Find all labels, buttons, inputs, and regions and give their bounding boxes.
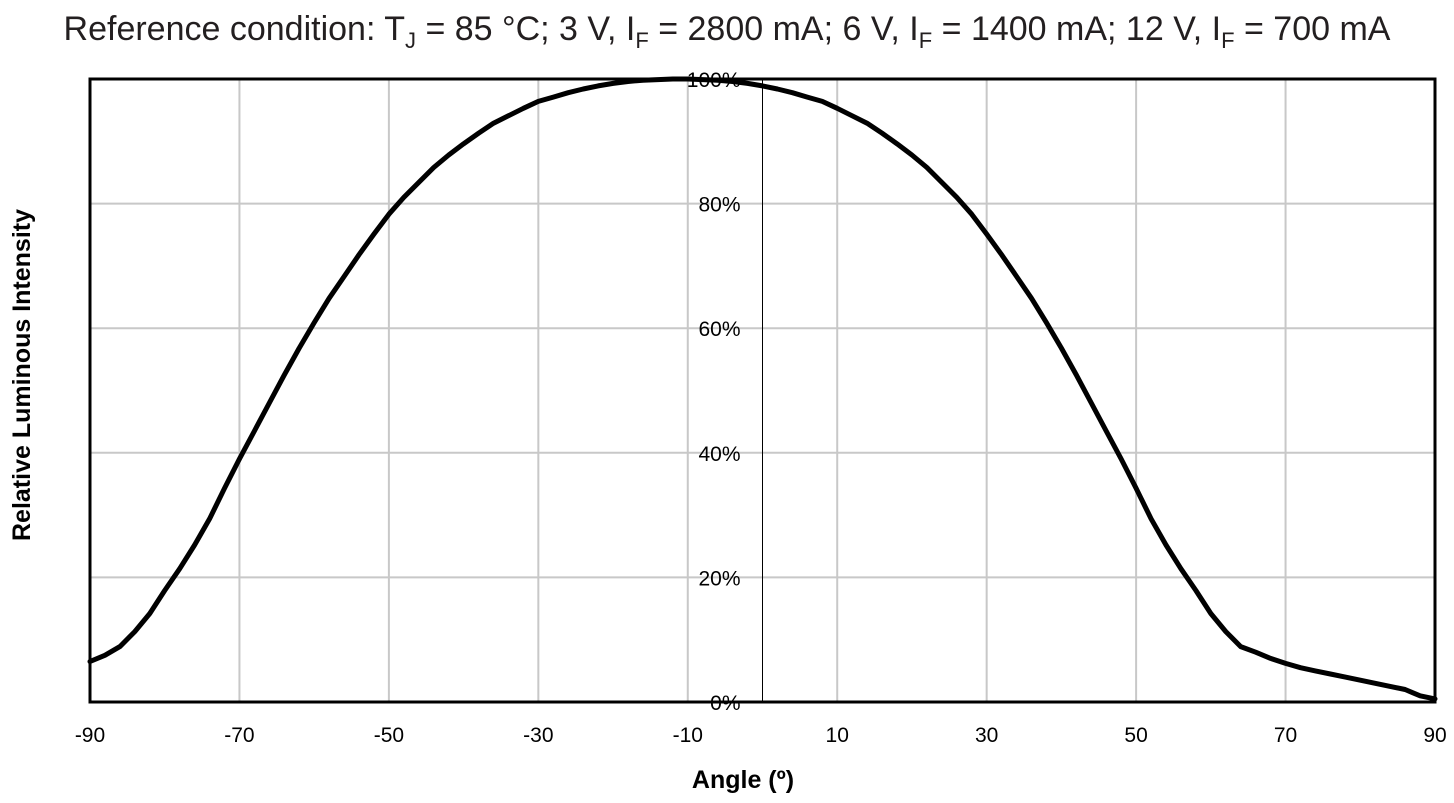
x-axis-label: Angle (º) (692, 766, 794, 794)
title-part2: = 2800 mA; 6 V, I (649, 10, 919, 48)
x-tick-label-5: 10 (826, 724, 849, 747)
y-tick-label-0: 0% (710, 692, 740, 715)
series-line (87, 76, 1438, 702)
title-if-sub-1: F (635, 28, 648, 53)
y-tick-label-2: 40% (698, 443, 740, 466)
x-tick-label-9: 90 (1423, 724, 1446, 747)
y-axis-label: Relative Luminous Intensity (8, 209, 36, 541)
title-part1: = 85 °C; 3 V, I (416, 10, 635, 48)
x-tick-label-4: -10 (673, 724, 703, 747)
plot-frame (88, 77, 1437, 704)
title-if-sub-2: F (919, 28, 932, 53)
title-part3: = 1400 mA; 12 V, I (932, 10, 1221, 48)
chart-title: Reference condition: TJ = 85 °C; 3 V, IF… (64, 10, 1391, 53)
y-tick-label-3: 60% (698, 318, 740, 341)
x-tick-label-3: -30 (523, 724, 553, 747)
x-tick-labels: -90 -70 -50 -30 -10 10 30 50 70 90 (75, 724, 1447, 747)
title-prefix: Reference condition: T (64, 10, 405, 48)
x-tick-label-0: -90 (75, 724, 105, 747)
x-tick-label-7: 50 (1124, 724, 1147, 747)
x-tick-label-1: -70 (224, 724, 254, 747)
title-part4: = 700 mA (1235, 10, 1391, 48)
x-tick-label-6: 30 (975, 724, 998, 747)
x-tick-label-8: 70 (1274, 724, 1297, 747)
title-if-sub-3: F (1221, 28, 1234, 53)
y-tick-label-1: 20% (698, 567, 740, 590)
y-tick-label-5: 100% (687, 69, 741, 92)
y-tick-labels: 0% 20% 40% 60% 80% 100% (687, 69, 741, 715)
y-tick-label-4: 80% (698, 194, 740, 217)
x-tick-label-2: -50 (374, 724, 404, 747)
title-tj-sub: J (405, 28, 416, 53)
